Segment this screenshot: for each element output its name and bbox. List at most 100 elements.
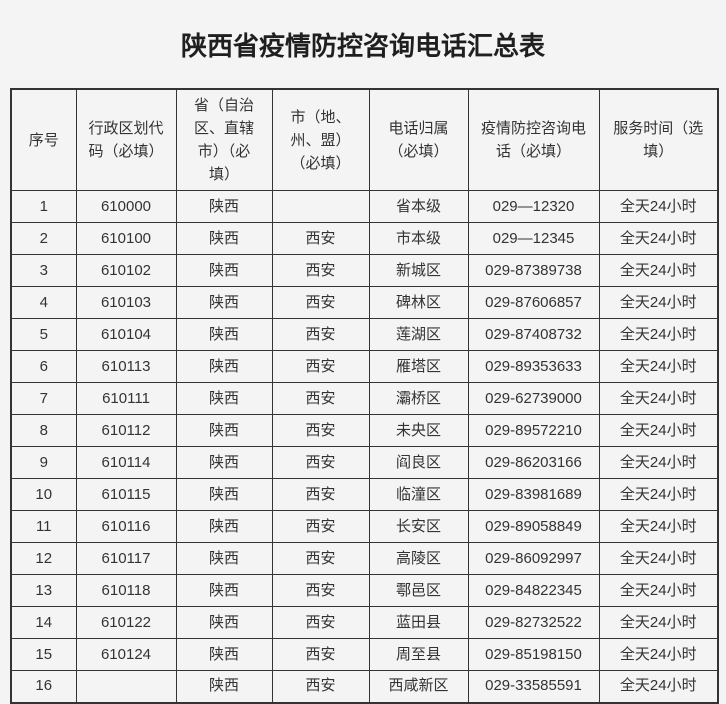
cell-city: 西安 xyxy=(271,606,370,639)
cell-code: 610103 xyxy=(75,286,177,319)
cell-attribution: 蓝田县 xyxy=(368,606,469,639)
column-header-service: 服务时间（选填） xyxy=(598,88,719,191)
cell-service: 全天24小时 xyxy=(598,606,719,639)
cell-city: 西安 xyxy=(271,222,370,255)
cell-phone: 029-89058849 xyxy=(467,510,600,543)
cell-phone: 029-87606857 xyxy=(467,286,600,319)
table-row: 1 610000 陕西 省本级 029—12320 全天24小时 xyxy=(10,190,719,223)
cell-phone: 029-85198150 xyxy=(467,638,600,671)
cell-index: 8 xyxy=(10,414,77,447)
cell-service: 全天24小时 xyxy=(598,318,719,351)
cell-code: 610115 xyxy=(75,478,177,511)
cell-service: 全天24小时 xyxy=(598,254,719,287)
table-row: 13 610118 陕西 西安 鄠邑区 029-84822345 全天24小时 xyxy=(10,574,719,607)
cell-attribution: 临潼区 xyxy=(368,478,469,511)
cell-city xyxy=(271,190,370,223)
table-row: 8 610112 陕西 西安 未央区 029-89572210 全天24小时 xyxy=(10,414,719,447)
table-row: 10 610115 陕西 西安 临潼区 029-83981689 全天24小时 xyxy=(10,478,719,511)
cell-attribution: 高陵区 xyxy=(368,542,469,575)
cell-index: 2 xyxy=(10,222,77,255)
cell-province: 陕西 xyxy=(175,318,273,351)
cell-code: 610000 xyxy=(75,190,177,223)
column-header-code: 行政区划代码（必填） xyxy=(75,88,177,191)
cell-code: 610122 xyxy=(75,606,177,639)
cell-index: 14 xyxy=(10,606,77,639)
cell-code: 610118 xyxy=(75,574,177,607)
cell-service: 全天24小时 xyxy=(598,542,719,575)
cell-attribution: 市本级 xyxy=(368,222,469,255)
cell-code: 610117 xyxy=(75,542,177,575)
cell-phone: 029—12320 xyxy=(467,190,600,223)
cell-code: 610100 xyxy=(75,222,177,255)
cell-province: 陕西 xyxy=(175,446,273,479)
cell-index: 15 xyxy=(10,638,77,671)
cell-phone: 029-89353633 xyxy=(467,350,600,383)
cell-index: 12 xyxy=(10,542,77,575)
cell-service: 全天24小时 xyxy=(598,286,719,319)
table-row: 3 610102 陕西 西安 新城区 029-87389738 全天24小时 xyxy=(10,254,719,287)
cell-attribution: 新城区 xyxy=(368,254,469,287)
cell-code: 610102 xyxy=(75,254,177,287)
cell-phone: 029-84822345 xyxy=(467,574,600,607)
cell-province: 陕西 xyxy=(175,478,273,511)
table-row: 4 610103 陕西 西安 碑林区 029-87606857 全天24小时 xyxy=(10,286,719,319)
table-row: 15 610124 陕西 西安 周至县 029-85198150 全天24小时 xyxy=(10,638,719,671)
cell-city: 西安 xyxy=(271,350,370,383)
cell-phone: 029-86092997 xyxy=(467,542,600,575)
cell-city: 西安 xyxy=(271,478,370,511)
cell-province: 陕西 xyxy=(175,414,273,447)
cell-attribution: 未央区 xyxy=(368,414,469,447)
title-bar: 陕西省疫情防控咨询电话汇总表 xyxy=(0,0,726,88)
cell-index: 10 xyxy=(10,478,77,511)
cell-service: 全天24小时 xyxy=(598,382,719,415)
cell-phone: 029-87408732 xyxy=(467,318,600,351)
cell-service: 全天24小时 xyxy=(598,478,719,511)
table-header-row: 序号 行政区划代码（必填） 省（自治区、直辖市）（必填） 市（地、州、盟）（必填） 电话… xyxy=(10,88,719,191)
cell-province: 陕西 xyxy=(175,382,273,415)
cell-code xyxy=(75,670,177,703)
cell-service: 全天24小时 xyxy=(598,414,719,447)
cell-province: 陕西 xyxy=(175,542,273,575)
table-body: 1 610000 陕西 省本级 029—12320 全天24小时 2 610100 陕西 西安 市本… xyxy=(10,190,719,703)
cell-province: 陕西 xyxy=(175,638,273,671)
cell-service: 全天24小时 xyxy=(598,510,719,543)
cell-province: 陕西 xyxy=(175,350,273,383)
table-row: 16 陕西 西安 西咸新区 029-33585591 全天24小时 xyxy=(10,670,719,703)
cell-attribution: 雁塔区 xyxy=(368,350,469,383)
cell-index: 16 xyxy=(10,670,77,703)
column-header-attribution: 电话归属（必填） xyxy=(368,88,469,191)
cell-code: 610114 xyxy=(75,446,177,479)
cell-index: 7 xyxy=(10,382,77,415)
cell-province: 陕西 xyxy=(175,606,273,639)
table-row: 14 610122 陕西 西安 蓝田县 029-82732522 全天24小时 xyxy=(10,606,719,639)
cell-city: 西安 xyxy=(271,638,370,671)
cell-city: 西安 xyxy=(271,318,370,351)
cell-service: 全天24小时 xyxy=(598,670,719,703)
cell-city: 西安 xyxy=(271,510,370,543)
table-row: 7 610111 陕西 西安 灞桥区 029-62739000 全天24小时 xyxy=(10,382,719,415)
cell-phone: 029—12345 xyxy=(467,222,600,255)
cell-phone: 029-62739000 xyxy=(467,382,600,415)
cell-city: 西安 xyxy=(271,446,370,479)
cell-code: 610104 xyxy=(75,318,177,351)
cell-city: 西安 xyxy=(271,670,370,703)
table-row: 6 610113 陕西 西安 雁塔区 029-89353633 全天24小时 xyxy=(10,350,719,383)
cell-index: 5 xyxy=(10,318,77,351)
cell-index: 6 xyxy=(10,350,77,383)
cell-index: 13 xyxy=(10,574,77,607)
column-header-phone: 疫情防控咨询电话（必填） xyxy=(467,88,600,191)
cell-attribution: 周至县 xyxy=(368,638,469,671)
cell-city: 西安 xyxy=(271,286,370,319)
cell-province: 陕西 xyxy=(175,254,273,287)
cell-service: 全天24小时 xyxy=(598,190,719,223)
cell-phone: 029-87389738 xyxy=(467,254,600,287)
cell-service: 全天24小时 xyxy=(598,446,719,479)
cell-city: 西安 xyxy=(271,254,370,287)
cell-city: 西安 xyxy=(271,414,370,447)
cell-service: 全天24小时 xyxy=(598,222,719,255)
cell-province: 陕西 xyxy=(175,222,273,255)
cell-service: 全天24小时 xyxy=(598,350,719,383)
table-row: 12 610117 陕西 西安 高陵区 029-86092997 全天24小时 xyxy=(10,542,719,575)
cell-attribution: 西咸新区 xyxy=(368,670,469,703)
